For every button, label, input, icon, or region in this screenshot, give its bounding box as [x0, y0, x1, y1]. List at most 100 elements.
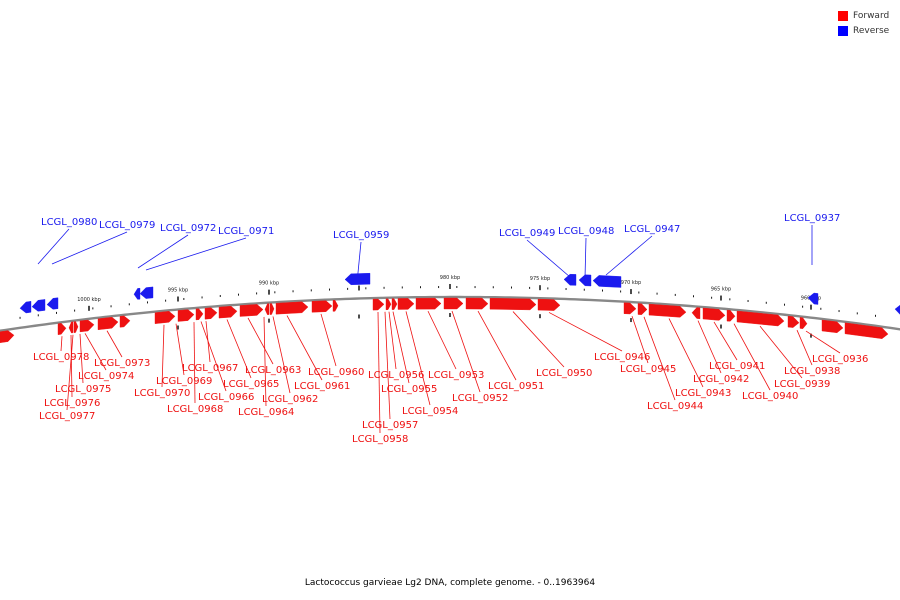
forward-leader-line — [193, 322, 196, 404]
gene-label-lcgl-0975: LCGL_0975 — [55, 384, 111, 395]
minor-tick — [529, 286, 531, 289]
forward-leader-line — [161, 324, 165, 388]
forward-gene-arrow — [218, 305, 238, 319]
forward-leader-line — [392, 311, 410, 384]
forward-leader-line — [713, 321, 738, 361]
forward-leader-line — [405, 311, 431, 406]
minor-tick — [347, 287, 349, 290]
forward-leader-line — [247, 317, 274, 365]
gene-label-lcgl-0961: LCGL_0961 — [294, 381, 350, 392]
forward-gene-arrow — [648, 303, 687, 318]
gene-label-lcgl-0941: LCGL_0941 — [709, 361, 765, 372]
forward-leader-line — [60, 336, 63, 352]
gene-label-lcgl-0974: LCGL_0974 — [78, 371, 134, 382]
forward-gene-arrow — [637, 303, 648, 315]
minor-tick — [420, 286, 421, 289]
forward-gene-arrow — [73, 321, 79, 333]
gene-label-lcgl-0976: LCGL_0976 — [44, 398, 100, 409]
minor-tick — [456, 286, 458, 289]
gene-label-lcgl-0938: LCGL_0938 — [784, 366, 840, 377]
forward-gene-arrow — [332, 300, 339, 312]
gene-label-lcgl-0948: LCGL_0948 — [558, 226, 614, 237]
forward-leader-line — [377, 311, 381, 434]
minor-tick — [492, 286, 494, 289]
gene-label-lcgl-0951: LCGL_0951 — [488, 381, 544, 392]
tick-label: 980 kbp — [440, 275, 460, 281]
forward-gene-arrow — [119, 315, 131, 328]
minor-tick — [438, 286, 440, 289]
minor-tick — [128, 303, 130, 306]
gene-label-lcgl-0964: LCGL_0964 — [238, 407, 294, 418]
minor-tick — [747, 299, 749, 302]
gene-label-lcgl-0963: LCGL_0963 — [245, 365, 301, 376]
forward-leader-line — [320, 313, 337, 367]
forward-gene-arrow — [79, 319, 95, 333]
forward-gene-arrow — [799, 317, 808, 329]
gene-label-lcgl-0944: LCGL_0944 — [647, 401, 703, 412]
forward-gene-arrow — [489, 297, 537, 311]
gene-label-lcgl-0971: LCGL_0971 — [218, 226, 274, 237]
forward-gene-arrow — [177, 309, 195, 322]
forward-gene-arrow — [391, 298, 398, 310]
minor-tick — [583, 288, 585, 291]
forward-gene-arrow — [397, 298, 415, 310]
forward-gene-arrow — [702, 307, 726, 321]
minor-tick — [729, 298, 731, 301]
minor-tick — [19, 316, 21, 319]
reverse-gene-arrow — [46, 297, 59, 310]
lower-tick — [268, 318, 270, 323]
forward-leader-line — [477, 310, 517, 381]
gene-label-lcgl-0942: LCGL_0942 — [693, 374, 749, 385]
minor-tick — [274, 291, 276, 294]
gene-label-lcgl-0949: LCGL_0949 — [499, 228, 555, 239]
forward-leader-line — [384, 311, 391, 420]
minor-tick — [310, 289, 312, 292]
gene-label-lcgl-0966: LCGL_0966 — [198, 392, 254, 403]
forward-gene-arrow — [787, 315, 800, 328]
major-tick — [720, 295, 722, 301]
minor-tick — [219, 294, 221, 297]
tick-label: 990 kbp — [259, 281, 279, 287]
minor-tick — [92, 307, 94, 310]
forward-gene-arrow — [239, 304, 264, 317]
reverse-gene-arrow — [807, 292, 819, 305]
minor-tick — [511, 286, 512, 289]
forward-leader-line — [796, 329, 813, 366]
legend-reverse: Reverse — [838, 23, 889, 38]
minor-tick — [875, 314, 876, 317]
gene-labels: LCGL_0980 LCGL_0979 LCGL_0972 LCGL_0971 LCGL… — [33, 213, 868, 445]
forward-leader-line — [106, 330, 123, 358]
minor-tick — [602, 289, 603, 292]
forward-leader-line — [631, 315, 649, 364]
minor-tick — [238, 293, 239, 296]
lower-tick — [720, 324, 722, 329]
gene-label-lcgl-0978: LCGL_0978 — [33, 352, 89, 363]
minor-tick — [110, 305, 112, 308]
minor-tick — [638, 291, 640, 294]
minor-tick — [383, 286, 385, 289]
minor-tick — [765, 301, 767, 304]
forward-gene-arrow — [736, 310, 785, 327]
gene-label-lcgl-0956: LCGL_0956 — [368, 370, 424, 381]
forward-gene-arrow — [385, 298, 392, 311]
minor-tick — [37, 314, 39, 317]
gene-label-lcgl-0939: LCGL_0939 — [774, 379, 830, 390]
gene-layer — [0, 272, 900, 343]
forward-gene-arrow — [623, 302, 637, 315]
forward-gene-arrow — [269, 303, 275, 315]
reverse-leader-line — [526, 239, 571, 278]
forward-leader-line — [272, 316, 291, 394]
forward-gene-arrow — [195, 308, 204, 321]
lower-tick — [449, 313, 451, 318]
major-tick — [177, 296, 179, 302]
reverse-gene-arrow — [139, 286, 154, 299]
forward-leader-line — [226, 319, 252, 379]
lower-tick — [358, 314, 360, 319]
gene-label-lcgl-0958: LCGL_0958 — [352, 434, 408, 445]
reverse-leader-line — [145, 237, 247, 271]
gene-label-lcgl-0970: LCGL_0970 — [134, 388, 190, 399]
gene-label-lcgl-0954: LCGL_0954 — [402, 406, 458, 417]
lower-tick — [630, 318, 632, 323]
forward-leader-line — [733, 323, 771, 391]
minor-tick — [620, 290, 622, 293]
